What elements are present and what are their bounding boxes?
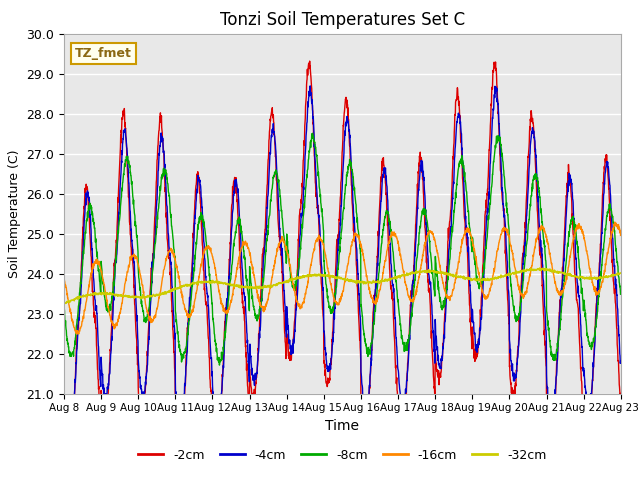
-16cm bbox=[504, 232, 512, 238]
-2cm bbox=[617, 396, 625, 402]
-4cm bbox=[568, 180, 575, 186]
-4cm bbox=[60, 415, 68, 420]
-8cm bbox=[216, 362, 223, 368]
Line: -8cm: -8cm bbox=[64, 133, 621, 365]
-32cm bbox=[60, 300, 68, 306]
Text: TZ_fmet: TZ_fmet bbox=[75, 47, 132, 60]
Legend: -2cm, -4cm, -8cm, -16cm, -32cm: -2cm, -4cm, -8cm, -16cm, -32cm bbox=[133, 444, 552, 467]
-8cm bbox=[371, 307, 379, 313]
-16cm bbox=[617, 232, 625, 238]
-2cm bbox=[359, 423, 367, 429]
-8cm bbox=[60, 306, 68, 312]
-8cm bbox=[568, 216, 575, 221]
Line: -16cm: -16cm bbox=[64, 222, 621, 334]
-32cm bbox=[617, 270, 625, 276]
Line: -4cm: -4cm bbox=[64, 86, 621, 457]
-16cm bbox=[60, 276, 68, 281]
-16cm bbox=[611, 219, 619, 225]
-4cm bbox=[504, 287, 512, 293]
-32cm bbox=[584, 275, 591, 281]
-16cm bbox=[568, 245, 575, 251]
-16cm bbox=[583, 251, 591, 256]
Y-axis label: Soil Temperature (C): Soil Temperature (C) bbox=[8, 149, 21, 278]
-8cm bbox=[504, 221, 512, 227]
-32cm bbox=[61, 301, 68, 307]
-2cm bbox=[371, 293, 379, 299]
-4cm bbox=[307, 83, 314, 89]
-8cm bbox=[308, 131, 316, 136]
-16cm bbox=[371, 299, 378, 305]
Line: -32cm: -32cm bbox=[64, 268, 621, 304]
-2cm bbox=[306, 58, 314, 64]
-4cm bbox=[371, 291, 379, 297]
-2cm bbox=[60, 455, 68, 460]
X-axis label: Time: Time bbox=[325, 419, 360, 433]
-2cm bbox=[504, 313, 512, 319]
-2cm bbox=[568, 201, 575, 206]
-2cm bbox=[216, 421, 223, 427]
Title: Tonzi Soil Temperatures Set C: Tonzi Soil Temperatures Set C bbox=[220, 11, 465, 29]
Line: -2cm: -2cm bbox=[64, 61, 621, 480]
-32cm bbox=[216, 279, 223, 285]
-8cm bbox=[359, 321, 367, 326]
-8cm bbox=[215, 359, 223, 364]
-4cm bbox=[617, 359, 625, 364]
-4cm bbox=[359, 397, 367, 403]
-32cm bbox=[504, 272, 512, 277]
-16cm bbox=[216, 290, 223, 296]
-4cm bbox=[216, 417, 223, 422]
-16cm bbox=[358, 247, 366, 252]
-4cm bbox=[65, 454, 72, 460]
-8cm bbox=[617, 291, 625, 297]
-8cm bbox=[584, 330, 591, 336]
-32cm bbox=[568, 274, 575, 279]
-32cm bbox=[358, 278, 366, 284]
-32cm bbox=[536, 265, 543, 271]
-32cm bbox=[371, 278, 378, 284]
-4cm bbox=[584, 401, 591, 407]
-2cm bbox=[584, 423, 591, 429]
-16cm bbox=[75, 331, 83, 337]
